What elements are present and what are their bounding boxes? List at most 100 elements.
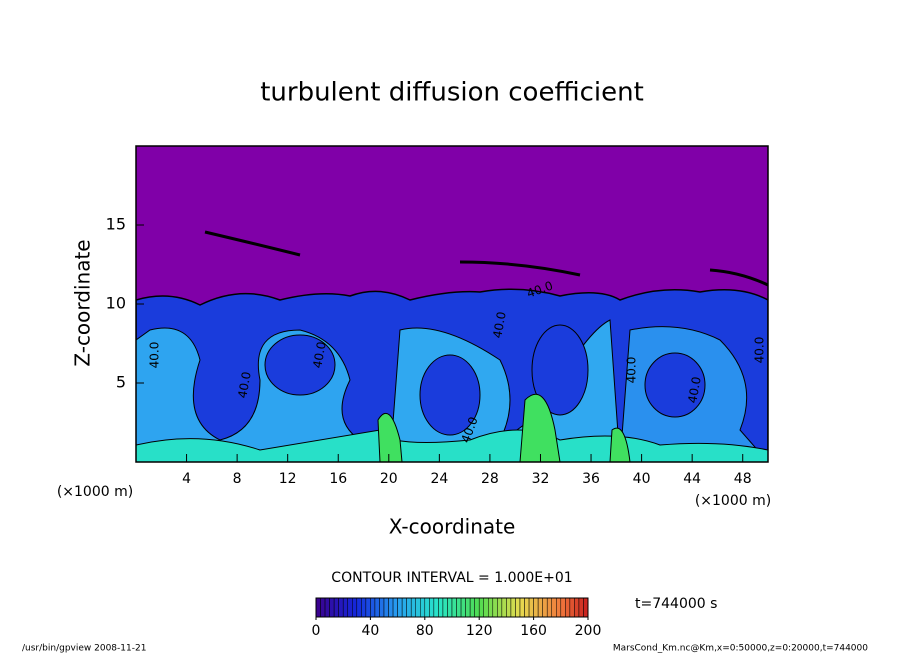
colorbar-cell bbox=[569, 597, 575, 618]
colorbar-cell bbox=[352, 597, 358, 618]
contour-label: 40.0 bbox=[625, 357, 639, 384]
colorbar-cell bbox=[583, 597, 589, 618]
contour-label: 40.0 bbox=[310, 341, 328, 370]
colorbar-cell bbox=[315, 597, 321, 618]
colorbar-tick-label: 40 bbox=[361, 623, 379, 639]
chart-title: turbulent diffusion coefficient bbox=[260, 78, 644, 108]
colorbar-cell bbox=[397, 597, 403, 618]
x-tick-label: 16 bbox=[329, 471, 347, 487]
colorbar-cell bbox=[401, 597, 407, 618]
contour-label: 40.0 bbox=[490, 311, 508, 340]
colorbar-cell bbox=[578, 597, 584, 618]
colorbar-cell bbox=[361, 597, 367, 618]
footer-right: MarsCond_Km.nc@Km,x=0:50000,z=0:20000,t=… bbox=[613, 644, 868, 654]
colorbar-cell bbox=[556, 597, 562, 618]
colorbar-cell bbox=[370, 597, 376, 618]
y-tick-label: 15 bbox=[106, 215, 126, 234]
colorbar-cell bbox=[329, 597, 335, 618]
colorbar-cell bbox=[447, 597, 453, 618]
colorbar-cell bbox=[320, 597, 326, 618]
colorbar-tick-label: 160 bbox=[520, 623, 547, 639]
colorbar-cell bbox=[497, 597, 503, 618]
colorbar-cell bbox=[492, 597, 498, 618]
colorbar-cell bbox=[560, 597, 566, 618]
colorbar-cell bbox=[333, 597, 339, 618]
colorbar-cell bbox=[392, 597, 398, 618]
colorbar-cell bbox=[483, 597, 489, 618]
x-tick-label: 4 bbox=[182, 471, 191, 487]
contour-label: 40.0 bbox=[148, 342, 162, 369]
colorbar-cell bbox=[424, 597, 430, 618]
y-unit: (×1000 m) bbox=[695, 493, 771, 509]
colorbar-cell bbox=[406, 597, 412, 618]
colorbar-cell bbox=[456, 597, 462, 618]
colorbar-cell bbox=[465, 597, 471, 618]
colorbar-cell bbox=[574, 597, 580, 618]
time-label: t=744000 s bbox=[635, 596, 717, 612]
colorbar-cell bbox=[501, 597, 507, 618]
colorbar-cell bbox=[474, 597, 480, 618]
colorbar-cell bbox=[469, 597, 475, 618]
colorbar-cell bbox=[542, 597, 548, 618]
contour-interval: CONTOUR INTERVAL = 1.000E+01 bbox=[331, 570, 572, 586]
x-tick-label: 12 bbox=[279, 471, 297, 487]
colorbar-tick-label: 200 bbox=[575, 623, 602, 639]
x-tick-label: 40 bbox=[633, 471, 651, 487]
field-region bbox=[644, 352, 706, 418]
colorbar-cell bbox=[546, 597, 552, 618]
y-tick-label: 10 bbox=[106, 294, 126, 313]
x-tick-label: 8 bbox=[233, 471, 242, 487]
colorbar-cell bbox=[478, 597, 484, 618]
field-region bbox=[531, 324, 589, 416]
colorbar-cell bbox=[460, 597, 466, 618]
colorbar-cell bbox=[388, 597, 394, 618]
colorbar-cell bbox=[451, 597, 457, 618]
colorbar-cell bbox=[433, 597, 439, 618]
colorbar-cell bbox=[524, 597, 530, 618]
colorbar-cell bbox=[438, 597, 444, 618]
y-axis-label: Z-coordinate bbox=[71, 239, 95, 366]
contour-label: 40.0 bbox=[685, 376, 703, 405]
colorbar-cell bbox=[515, 597, 521, 618]
colorbar-cell bbox=[442, 597, 448, 618]
colorbar-tick-label: 80 bbox=[416, 623, 434, 639]
x-tick-label: 44 bbox=[683, 471, 701, 487]
colorbar-cell bbox=[528, 597, 534, 618]
colorbar-cell bbox=[533, 597, 539, 618]
footer-left: /usr/bin/gpview 2008-11-21 bbox=[22, 644, 146, 654]
y-tick-label: 5 bbox=[116, 373, 126, 392]
x-tick-label: 24 bbox=[430, 471, 448, 487]
x-tick-label: 48 bbox=[734, 471, 752, 487]
colorbar-cell bbox=[356, 597, 362, 618]
colorbar-cell bbox=[551, 597, 557, 618]
x-tick-label: 20 bbox=[380, 471, 398, 487]
x-unit: (×1000 m) bbox=[57, 484, 133, 500]
colorbar-cell bbox=[374, 597, 380, 618]
colorbar-cell bbox=[488, 597, 494, 618]
colorbar-cell bbox=[565, 597, 571, 618]
colorbar-cell bbox=[383, 597, 389, 618]
colorbar-cell bbox=[365, 597, 371, 618]
colorbar-cell bbox=[537, 597, 543, 618]
x-axis-label: X-coordinate bbox=[389, 515, 516, 539]
colorbar-cell bbox=[510, 597, 516, 618]
field-contour bbox=[204, 230, 768, 287]
colorbar-cell bbox=[506, 597, 512, 618]
colorbar-cell bbox=[519, 597, 525, 618]
field bbox=[136, 146, 768, 462]
colorbar-tick-label: 120 bbox=[466, 623, 493, 639]
colorbar-tick-label: 0 bbox=[312, 623, 321, 639]
field-region bbox=[419, 354, 481, 436]
contour-label: 40.0 bbox=[753, 337, 767, 364]
contour-label: 40.0 bbox=[235, 371, 253, 400]
colorbar-frame bbox=[315, 597, 589, 618]
colorbar-cell bbox=[379, 597, 385, 618]
colorbar-cell bbox=[415, 597, 421, 618]
colorbar-cell bbox=[342, 597, 348, 618]
colorbar-cell bbox=[410, 597, 416, 618]
colorbar-cell bbox=[338, 597, 344, 618]
colorbar-cell bbox=[429, 597, 435, 618]
x-tick-label: 36 bbox=[582, 471, 600, 487]
colorbar-cell bbox=[347, 597, 353, 618]
